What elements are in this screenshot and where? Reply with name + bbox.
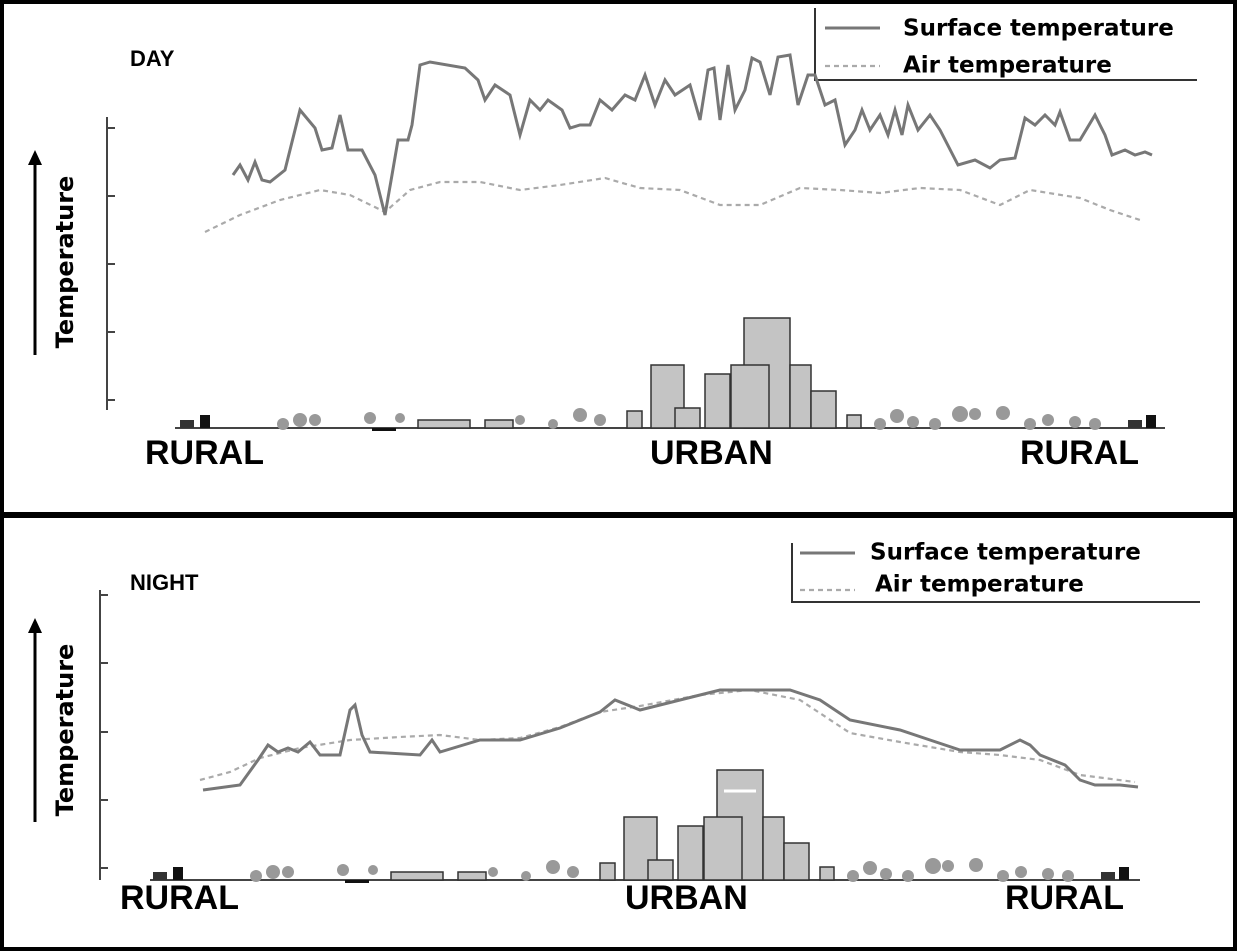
- y-axis-label: Temperature: [51, 176, 79, 349]
- legend-label: Air temperature: [903, 53, 1112, 79]
- day-panel: DAY Surface temperature Air temperature …: [28, 8, 1197, 472]
- diagram: DAY Surface temperature Air temperature …: [0, 0, 1237, 951]
- legend-label: Surface temperature: [870, 540, 1141, 566]
- x-label: RURAL: [145, 434, 264, 472]
- x-label: RURAL: [120, 879, 239, 917]
- night-panel: NIGHT Surface temperature Air temperatur…: [28, 540, 1200, 917]
- y-axis-label: Temperature: [51, 644, 79, 817]
- panel-title: DAY: [130, 46, 175, 71]
- x-label: RURAL: [1005, 879, 1124, 917]
- panel-title: NIGHT: [130, 570, 199, 595]
- x-label: RURAL: [1020, 434, 1139, 472]
- x-label: URBAN: [650, 434, 773, 472]
- x-label: URBAN: [625, 879, 748, 917]
- legend-label: Surface temperature: [903, 16, 1174, 42]
- legend-label: Air temperature: [875, 572, 1084, 598]
